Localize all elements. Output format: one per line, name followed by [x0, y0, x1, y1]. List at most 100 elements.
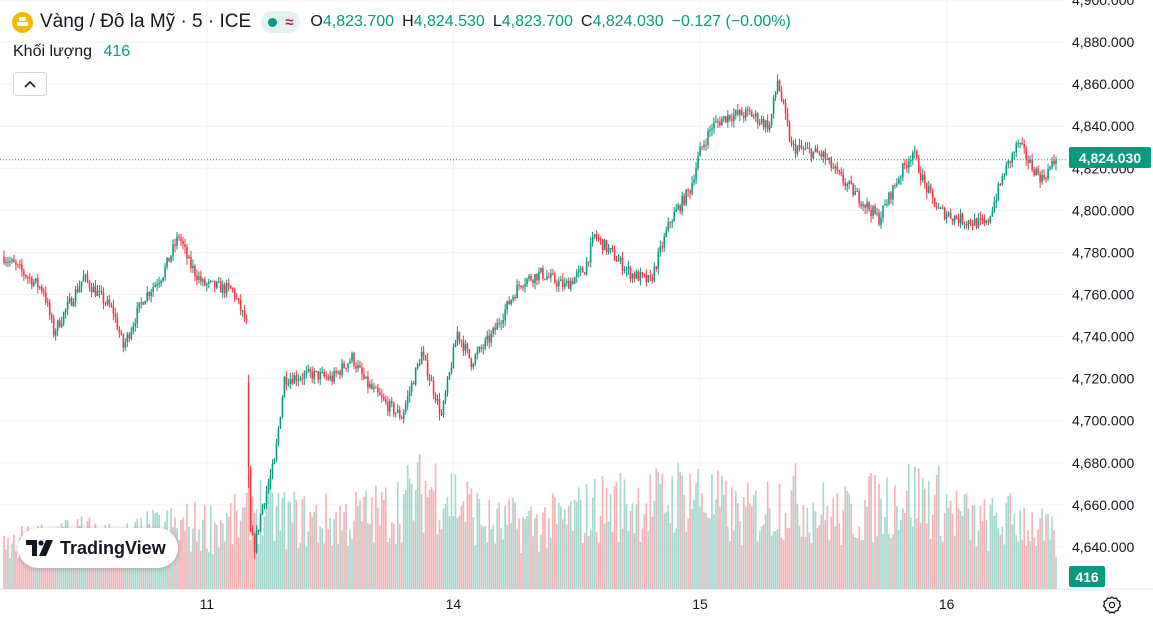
candle	[58, 317, 61, 328]
candle	[188, 254, 190, 259]
candle-body	[979, 218, 982, 220]
volume-bar	[217, 547, 220, 589]
volume-bar	[607, 521, 610, 589]
candle	[394, 412, 397, 418]
candle	[446, 375, 449, 397]
volume-bar	[357, 505, 359, 589]
candle	[287, 378, 290, 387]
volume-bar	[734, 491, 737, 589]
candle-body	[1041, 174, 1043, 183]
candle	[739, 109, 741, 122]
candle-body	[611, 248, 614, 250]
candle	[174, 238, 176, 253]
candle	[408, 386, 411, 403]
candle-body	[106, 299, 109, 304]
candle	[691, 176, 693, 196]
candle	[627, 260, 630, 275]
candle-body	[717, 121, 719, 123]
candle-body	[754, 113, 757, 117]
candle	[989, 215, 992, 224]
candle-body	[327, 376, 329, 380]
candle	[118, 325, 121, 339]
candle	[542, 265, 544, 281]
candle-body	[762, 118, 765, 128]
candle	[599, 236, 602, 245]
last-volume-label: 416	[1069, 566, 1105, 587]
candle-body	[430, 380, 433, 382]
candle	[289, 372, 292, 390]
candle-body	[965, 223, 968, 225]
candle-body	[959, 213, 962, 224]
candle-body	[261, 505, 264, 515]
candle-body	[540, 267, 542, 272]
candle	[80, 281, 83, 293]
candle	[166, 257, 168, 270]
candle-body	[864, 204, 866, 208]
candle	[856, 187, 858, 193]
volume-bar	[917, 468, 920, 589]
volume-bar	[689, 473, 691, 589]
candle	[37, 273, 39, 294]
volume-bar	[955, 491, 958, 589]
candle-body	[750, 111, 753, 117]
volume-bar	[748, 503, 751, 589]
candle-body	[731, 119, 733, 121]
high-label: H	[402, 13, 414, 30]
volume-bar	[806, 507, 809, 589]
candle	[504, 303, 506, 327]
settings-gear-icon[interactable]	[1102, 595, 1122, 615]
volume-bar	[502, 539, 504, 589]
volume-bar	[416, 462, 419, 589]
candle	[838, 169, 841, 176]
candle	[414, 367, 417, 386]
candle	[315, 370, 318, 373]
volume-bar	[846, 490, 849, 589]
candle	[846, 181, 848, 192]
volume-bar	[766, 481, 769, 589]
candle	[285, 371, 288, 391]
candle	[552, 268, 554, 276]
candle	[752, 113, 755, 120]
volume-bar	[1047, 513, 1049, 589]
candle-body	[271, 463, 274, 476]
candle-body	[60, 323, 63, 327]
volume-bar	[534, 517, 536, 589]
volume-label[interactable]: Khối lượng	[13, 43, 93, 60]
candle-body	[522, 286, 524, 288]
candle	[828, 157, 831, 165]
volume-bar	[625, 503, 628, 589]
candle	[705, 138, 707, 152]
candle	[478, 345, 481, 354]
candle	[176, 232, 178, 250]
volume-bar	[392, 523, 395, 589]
candle	[565, 278, 568, 287]
candle	[92, 282, 95, 293]
market-status-pill[interactable]: ≈	[261, 11, 301, 33]
candle-body	[474, 354, 477, 365]
candle-body	[655, 266, 658, 269]
candle-body	[186, 247, 188, 259]
volume-bar	[717, 470, 719, 589]
candle	[355, 361, 357, 373]
candle	[323, 368, 325, 379]
candle-body	[118, 329, 121, 333]
volume-bar	[866, 506, 868, 589]
volume-bar	[257, 543, 260, 589]
candle-body	[84, 274, 87, 276]
volume-bar	[1037, 529, 1039, 589]
candle-body	[723, 116, 725, 120]
candle-body	[653, 266, 656, 281]
candle-body	[3, 256, 5, 263]
tradingview-logo[interactable]: TradingView	[18, 528, 178, 568]
symbol-title[interactable]: Vàng / Đô la Mỹ · 5 · ICE	[40, 11, 252, 32]
volume-bar	[412, 520, 415, 589]
candle	[637, 270, 640, 282]
candle-body	[462, 341, 465, 352]
collapse-legend-button[interactable]	[13, 72, 47, 96]
volume-bar	[563, 509, 566, 589]
volume-bar	[675, 528, 678, 589]
candle-body	[402, 411, 405, 419]
candle-body	[927, 186, 930, 193]
candle	[544, 278, 546, 281]
